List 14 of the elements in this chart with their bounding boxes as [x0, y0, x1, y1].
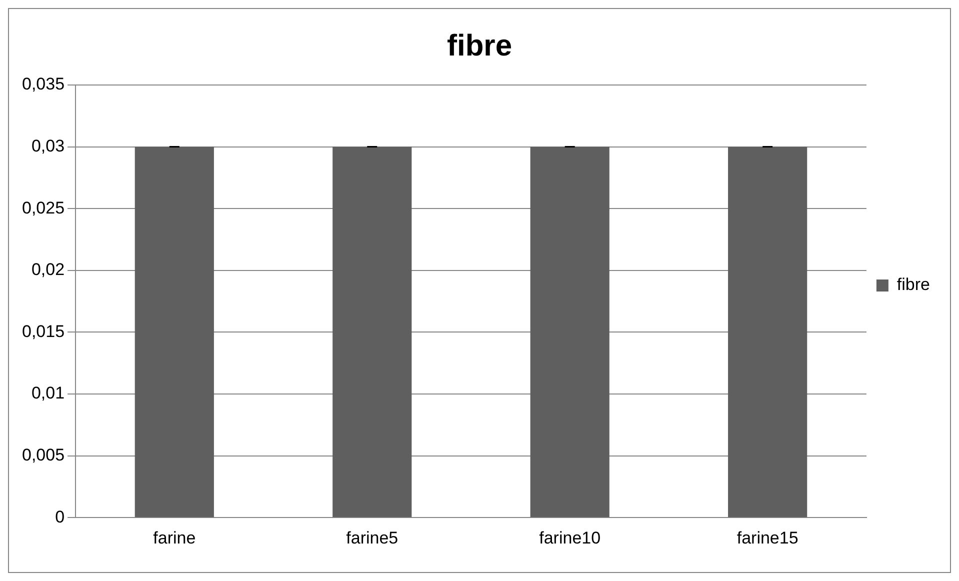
chart-title: fibre — [446, 29, 512, 62]
y-tick-label: 0,005 — [22, 445, 65, 464]
x-tick-label: farine5 — [346, 528, 398, 548]
y-tick-label: 0,035 — [22, 74, 65, 94]
x-tick-label: farine10 — [539, 528, 601, 548]
y-tick-label: 0,025 — [22, 198, 65, 218]
legend-label: fibre — [896, 275, 930, 294]
y-tick-label: 0,01 — [31, 384, 65, 403]
x-tick-label: farine — [153, 528, 196, 548]
y-tick-label: 0,03 — [31, 136, 65, 156]
y-tick-label: 0,02 — [31, 260, 65, 280]
y-tick-label: 0,015 — [22, 322, 65, 341]
y-tick-label: 0 — [55, 507, 65, 526]
x-tick-label: farine15 — [736, 528, 798, 548]
